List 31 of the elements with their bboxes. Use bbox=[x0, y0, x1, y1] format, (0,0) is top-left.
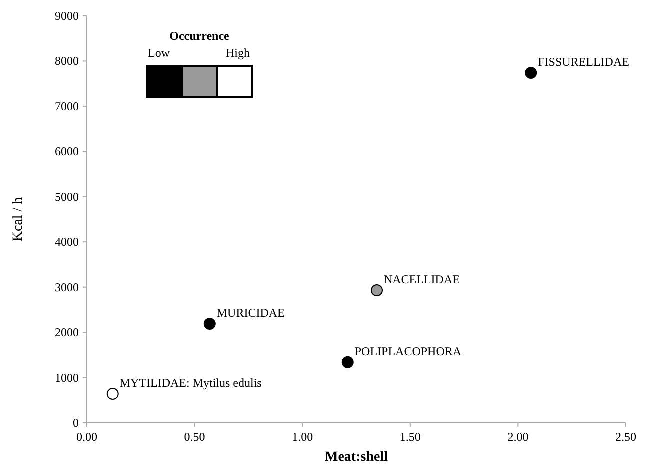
annotation: FISSURELLIDAE bbox=[538, 54, 630, 69]
y-tick-label: 8000 bbox=[55, 54, 79, 68]
annotation: MURICIDAE bbox=[216, 306, 285, 320]
y-tick-label: 3000 bbox=[55, 280, 79, 294]
y-tick-label: 6000 bbox=[55, 144, 79, 159]
y-tick-label: 9000 bbox=[55, 9, 79, 23]
x-tick-label: 0.00 bbox=[76, 430, 98, 444]
x-tick-label: 0.50 bbox=[184, 430, 206, 444]
x-tick-label: 1.00 bbox=[292, 430, 314, 444]
y-tick-label: 7000 bbox=[55, 99, 79, 114]
legend-title: Occurrence bbox=[170, 29, 230, 43]
annotation: NACELLIDAE bbox=[384, 272, 460, 286]
x-axis-title: Meat:shell bbox=[325, 450, 388, 465]
y-tick-label: 4000 bbox=[55, 235, 79, 250]
y-axis-title: Kcal / h bbox=[11, 197, 26, 242]
point bbox=[342, 356, 354, 368]
y-tick-label: 1000 bbox=[55, 370, 79, 385]
x-tick-label: 1.50 bbox=[400, 430, 421, 444]
y-tick-label: 0 bbox=[73, 416, 79, 430]
x-tick-label: 2.00 bbox=[508, 430, 529, 444]
annotation: POLIPLACOPHORA bbox=[354, 344, 462, 358]
annotation: Low bbox=[148, 46, 170, 60]
point bbox=[204, 318, 216, 330]
annotation: MYTILIDAE: Mytilus edulis bbox=[120, 376, 262, 390]
y-tick-label: 5000 bbox=[55, 190, 79, 204]
point bbox=[525, 66, 538, 79]
y-tick-label: 2000 bbox=[55, 326, 79, 340]
x-tick-label: 2.50 bbox=[616, 430, 636, 444]
annotation: High bbox=[226, 46, 250, 60]
point bbox=[106, 388, 119, 400]
point bbox=[370, 284, 383, 296]
